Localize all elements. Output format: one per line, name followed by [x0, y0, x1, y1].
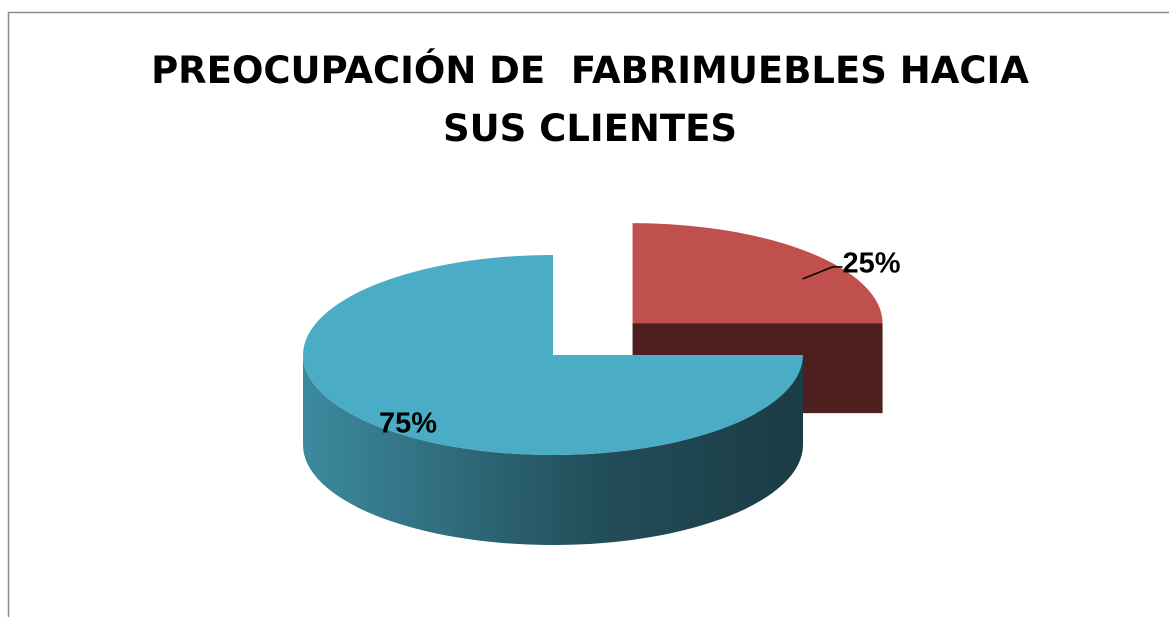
slice-side [303, 355, 803, 545]
data-label: 25% [843, 248, 901, 280]
leader-line [802, 266, 843, 280]
chart-border [7, 11, 1169, 617]
chart-title: PREOCUPACIÓN DE FABRIMUEBLES HACIA SUS C… [151, 49, 1042, 150]
data-label: 75% [379, 408, 437, 440]
slice [303, 255, 803, 455]
slice [632, 223, 883, 324]
